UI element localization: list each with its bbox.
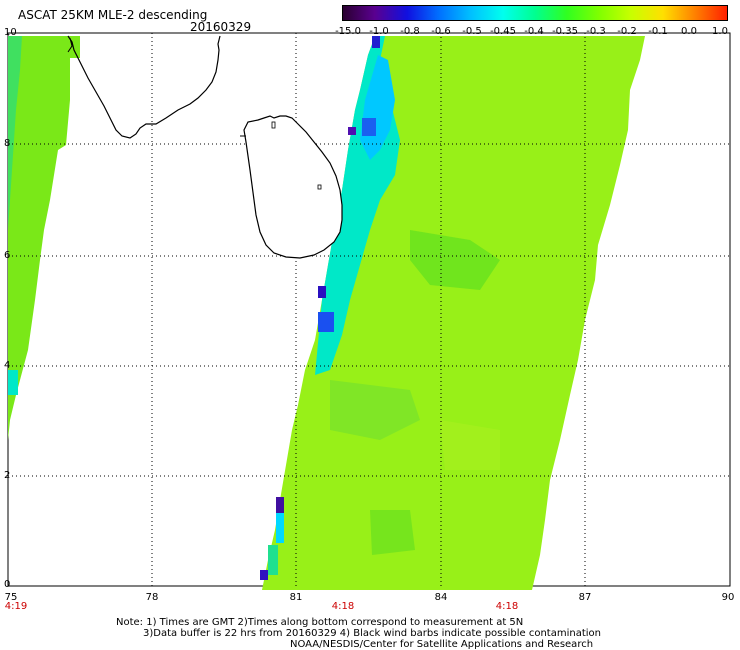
- y-tick-2: 2: [4, 470, 11, 481]
- note-line-3: NOAA/NESDIS/Center for Satellite Applica…: [290, 639, 594, 650]
- colorbar-label: -0.5: [462, 26, 482, 37]
- islet-1: [271, 121, 276, 129]
- note-line-2: 3)Data buffer is 22 hrs from 20160329 4)…: [143, 628, 601, 639]
- note-line-1: Note: 1) Times are GMT 2)Times along bot…: [116, 617, 524, 628]
- x-tick-78: 78: [145, 592, 159, 603]
- colorbar-label: -0.1: [648, 26, 668, 37]
- x-tick-84: 84: [434, 592, 448, 603]
- y-tick-10: 10: [4, 27, 17, 38]
- time-label-2: 4:18: [331, 601, 355, 612]
- colorbar-label: -0.4: [524, 26, 544, 37]
- colorbar-label: -0.35: [552, 26, 578, 37]
- swath-left: [8, 36, 80, 440]
- y-tick-8: 8: [4, 138, 11, 149]
- y-tick-6: 6: [4, 250, 11, 261]
- india-coastline: [67, 35, 221, 139]
- x-tick-87: 87: [578, 592, 592, 603]
- colorbar-label: -15.0: [335, 26, 361, 37]
- map-title: ASCAT 25KM MLE-2 descending: [18, 8, 208, 22]
- colorbar-label: -0.6: [431, 26, 451, 37]
- time-label-3: 4:18: [495, 601, 519, 612]
- islet-2: [317, 184, 322, 190]
- x-tick-75: 75: [4, 592, 18, 603]
- y-tick-0: 0: [4, 579, 11, 590]
- y-tick-4: 4: [4, 360, 11, 371]
- colorbar-label: 1.0: [712, 26, 728, 37]
- time-label-1: 4:19: [4, 601, 28, 612]
- colorbar-label: -1.0: [369, 26, 389, 37]
- map-date: 20160329: [190, 20, 252, 34]
- colorbar-label: -0.2: [617, 26, 637, 37]
- colorbar-label: -0.3: [586, 26, 606, 37]
- colorbar-label: -0.8: [400, 26, 420, 37]
- x-tick-81: 81: [289, 592, 303, 603]
- colorbar-label: -0.45: [490, 26, 516, 37]
- colorbar-label: 0.0: [681, 26, 697, 37]
- swath-main: [260, 36, 645, 590]
- x-tick-90: 90: [721, 592, 735, 603]
- colorbar: [342, 5, 728, 21]
- sri-lanka-outline: [243, 115, 343, 259]
- india-coastline-inner: [67, 37, 73, 53]
